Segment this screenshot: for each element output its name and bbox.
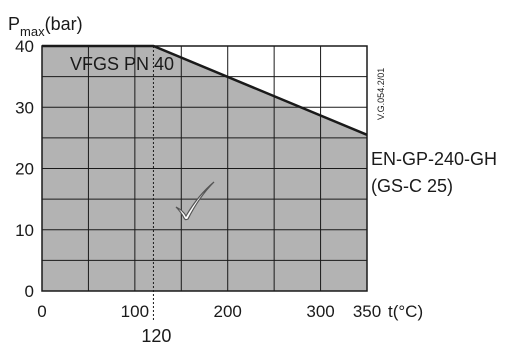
- plot-frame: [41, 45, 368, 292]
- y-tick-label: 10: [15, 221, 34, 240]
- drawing-code: V.G.054.2/01: [376, 68, 386, 120]
- product-label: VFGS PN 40: [70, 54, 174, 74]
- x-axis-label: t(°C): [388, 302, 423, 321]
- marker-label: 120: [141, 326, 171, 345]
- material-label: EN-GP-240-GH: [371, 149, 497, 169]
- x-tick-labels: 0 100 200 300 350: [37, 302, 381, 321]
- y-axis-label: Pmax(bar): [8, 14, 83, 39]
- y-tick-label: 40: [15, 37, 34, 56]
- y-tick-labels: 0 10 20 30 40: [15, 37, 34, 301]
- x-tick-label: 300: [306, 302, 334, 321]
- y-tick-label: 20: [15, 160, 34, 179]
- x-tick-label: 0: [37, 302, 46, 321]
- x-tick-label: 200: [214, 302, 242, 321]
- y-tick-label: 30: [15, 98, 34, 117]
- x-tick-label: 350: [353, 302, 381, 321]
- x-tick-label: 100: [121, 302, 149, 321]
- y-tick-label: 0: [25, 282, 34, 301]
- grid: [42, 46, 367, 291]
- material-label-alt: (GS-C 25): [371, 176, 453, 196]
- checkmark-icon: [175, 181, 215, 221]
